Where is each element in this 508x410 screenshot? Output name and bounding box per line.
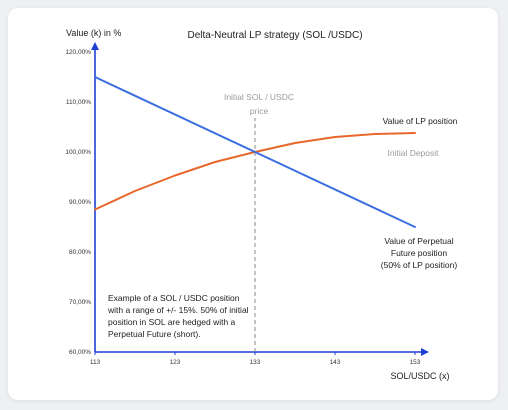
lp-series-label: Value of LP position xyxy=(383,116,458,126)
lp-value-line xyxy=(94,132,416,211)
y-tick-label: 110,00% xyxy=(66,99,91,106)
x-tick-label: 123 xyxy=(170,359,181,366)
y-tick-label: 90,00% xyxy=(69,199,91,206)
y-tick-label: 70,00% xyxy=(69,299,91,306)
y-tick-label: 120,00% xyxy=(65,49,91,56)
x-tick-label: 133 xyxy=(250,359,261,366)
x-tick-label: 153 xyxy=(410,359,421,366)
reference-line-label-2: price xyxy=(250,106,269,116)
note-line-1: Example of a SOL / USDC position xyxy=(108,293,240,303)
axes xyxy=(91,42,429,356)
chart-svg: Delta-Neutral LP strategy (SOL /USDC) Va… xyxy=(65,28,458,381)
reference-line-label-1: Initial SOL / USDC xyxy=(224,92,294,102)
note-line-2: with a range of +/- 15%. 50% of initial xyxy=(107,305,249,315)
x-axis-arrow xyxy=(421,348,429,356)
y-tick-label: 60,00% xyxy=(69,349,91,356)
x-tick-label: 113 xyxy=(90,359,101,366)
perp-future-value-line xyxy=(94,76,416,228)
note-line-4: Perpetual Future (short). xyxy=(108,329,201,339)
x-tick-label: 143 xyxy=(330,359,341,366)
y-tick-label: 80,00% xyxy=(69,249,91,256)
perp-series-label-1: Value of Perpetual xyxy=(384,236,453,246)
chart-title: Delta-Neutral LP strategy (SOL /USDC) xyxy=(187,30,362,41)
y-tick-label: 100,00% xyxy=(65,149,91,156)
y-axis-label: Value (k) in % xyxy=(66,28,121,38)
ticks: 113 123 133 143 153 60,00% 70,00% 80,00% 90,00% 1… xyxy=(65,49,420,366)
x-axis-label: SOL/USDC (x) xyxy=(390,371,449,381)
y-axis-arrow xyxy=(91,42,99,50)
perp-series-label-2: Future position xyxy=(391,248,447,258)
perp-series-label-3: (50% of LP position) xyxy=(381,260,458,270)
chart-card: Delta-Neutral LP strategy (SOL /USDC) Va… xyxy=(8,8,498,400)
note-line-3: position in SOL are hedged with a xyxy=(108,317,236,327)
series-group xyxy=(94,76,416,228)
initial-deposit-label: Initial Deposit xyxy=(387,148,439,158)
